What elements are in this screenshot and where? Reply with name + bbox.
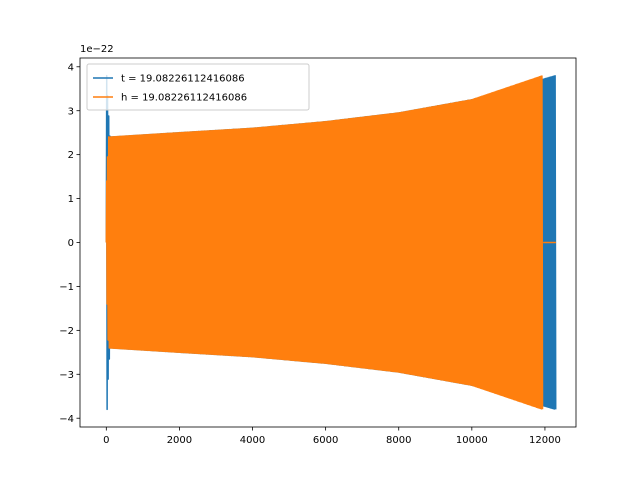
y-tick-label: 0: [68, 238, 74, 249]
y-tick-label: −2: [59, 326, 74, 337]
y-offset-label: 1e−22: [80, 44, 114, 55]
y-tick-label: 1: [68, 194, 74, 205]
plot-area: 0 2000 4000 6000 8000 10000 12000 −4 −3 −2 −1 0 1 2 3…: [59, 44, 577, 446]
legend-box: [86, 63, 310, 111]
y-tick-label: −4: [59, 414, 74, 425]
legend: t = 19.08226112416086 h = 19.08226112416…: [86, 63, 310, 111]
x-tick-label: 12000: [529, 435, 561, 446]
series-layer: [105, 74, 557, 411]
y-tick-label: 3: [68, 106, 74, 117]
x-tick-label: 10000: [456, 435, 488, 446]
x-tick-label: 2000: [167, 435, 192, 446]
x-tick-label: 6000: [313, 435, 338, 446]
legend-label-t: t = 19.08226112416086: [121, 74, 245, 85]
x-tick-label: 4000: [240, 435, 265, 446]
series-line-h: [105, 75, 556, 410]
legend-label-h: h = 19.08226112416086: [121, 93, 247, 104]
y-axis: −4 −3 −2 −1 0 1 2 3 4: [59, 62, 80, 425]
x-axis: 0 2000 4000 6000 8000 10000 12000: [103, 427, 561, 446]
x-tick-label: 8000: [386, 435, 411, 446]
x-tick-label: 0: [103, 435, 109, 446]
y-tick-label: −1: [59, 282, 74, 293]
y-tick-label: 2: [68, 150, 74, 161]
y-tick-label: −3: [59, 370, 74, 381]
y-tick-label: 4: [68, 62, 74, 73]
